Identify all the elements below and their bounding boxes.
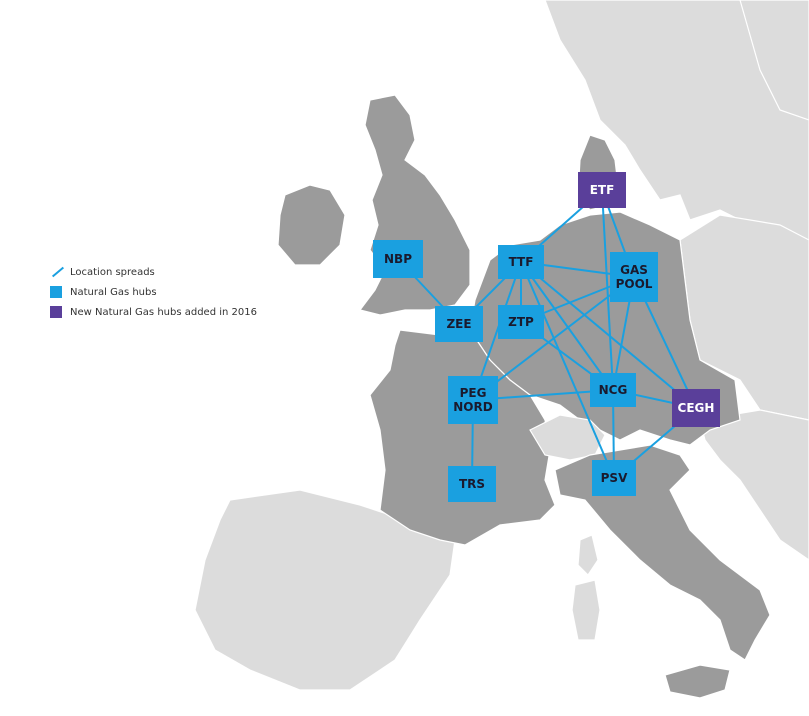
hub-box-trs	[448, 466, 496, 502]
hub-box-etf	[578, 172, 626, 208]
legend: Location spreads Natural Gas hubs New Na…	[50, 262, 257, 322]
legend-row-hubs: Natural Gas hubs	[50, 282, 257, 302]
hub-box-cegh	[672, 389, 720, 427]
land-sardinia	[571, 579, 601, 641]
land-corsica	[577, 534, 599, 576]
hub-psv: PSV	[592, 460, 636, 496]
hub-box-ncg	[590, 373, 636, 407]
hub-ttf: TTF	[498, 245, 544, 279]
land-northeast	[739, 0, 809, 121]
legend-row-spreads: Location spreads	[50, 262, 257, 282]
legend-row-new-hubs: New Natural Gas hubs added in 2016	[50, 302, 257, 322]
land-france	[369, 329, 556, 546]
hub-box-zee	[435, 306, 483, 342]
hub-label-zee: ZEE	[446, 317, 471, 331]
land-layer	[194, 0, 809, 699]
hub-label-psv: PSV	[601, 471, 628, 485]
new-hub-square-icon	[50, 306, 62, 318]
hub-zee: ZEE	[435, 306, 483, 342]
hub-box-pegnord	[448, 376, 498, 424]
hub-label-nbp: NBP	[384, 252, 412, 266]
hub-box-ttf	[498, 245, 544, 279]
hub-box-gaspool	[610, 252, 658, 302]
hub-label-ztp: ZTP	[508, 315, 534, 329]
land-sicily	[664, 664, 731, 699]
hub-ztp: ZTP	[498, 305, 544, 339]
hub-label-trs: TRS	[459, 477, 485, 491]
line-icon	[50, 265, 65, 279]
hub-label-etf: ETF	[590, 183, 615, 197]
hub-label-gaspool: POOL	[616, 277, 653, 291]
spread-line-ttf-ncg	[520, 261, 614, 391]
spread-line-ttf-cegh	[520, 261, 697, 409]
land-great-britain	[358, 94, 471, 316]
spread-line-gaspool-pegnord	[472, 276, 635, 401]
hub-label-ncg: NCG	[599, 383, 628, 397]
hub-box-ztp	[498, 305, 544, 339]
spread-line-etf-ncg	[601, 189, 614, 391]
hub-ncg: NCG	[590, 373, 636, 407]
land-ireland	[277, 184, 346, 266]
land-italy	[554, 444, 771, 661]
hub-etf: ETF	[578, 172, 626, 208]
hub-trs: TRS	[448, 466, 496, 502]
land-balkans	[699, 409, 809, 561]
hub-nbp: NBP	[373, 240, 423, 278]
hub-label-gaspool: GAS	[620, 263, 648, 277]
hub-label-pegnord: NORD	[453, 400, 492, 414]
hub-label-ttf: TTF	[509, 255, 534, 269]
spread-line-ttf-psv	[520, 261, 615, 479]
hub-box-psv	[592, 460, 636, 496]
legend-label-new-hubs: New Natural Gas hubs added in 2016	[70, 306, 257, 318]
hub-label-cegh: CEGH	[678, 401, 715, 415]
legend-label-spreads: Location spreads	[70, 266, 155, 278]
hub-cegh: CEGH	[672, 389, 720, 427]
hub-label-pegnord: PEG	[460, 386, 487, 400]
legend-label-hubs: Natural Gas hubs	[70, 286, 157, 298]
hub-square-icon	[50, 286, 62, 298]
hub-box-nbp	[373, 240, 423, 278]
